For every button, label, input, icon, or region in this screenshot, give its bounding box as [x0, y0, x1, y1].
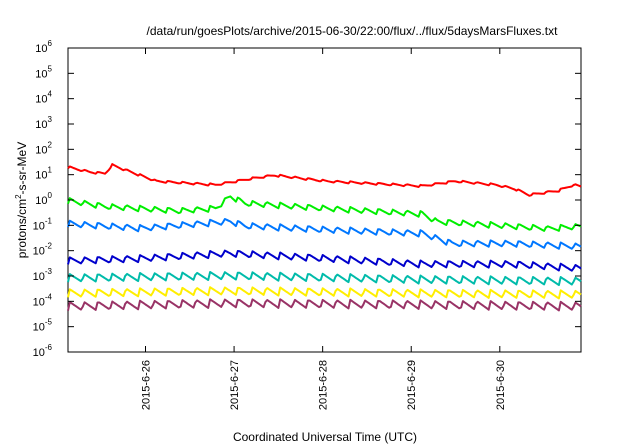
y-tick-label-exponent: -5 [45, 318, 53, 327]
x-axis-label: Coordinated Universal Time (UTC) [233, 430, 417, 444]
y-tick-label-base: 10 [35, 195, 47, 207]
x-tick-label: 2015-6-30 [495, 360, 507, 410]
y-tick-label: 105 [35, 64, 52, 80]
y-tick-label: 101 [35, 166, 52, 182]
y-tick-label: 106 [35, 39, 52, 55]
x-axis: 2015-6-26 2015-6-27 2015-6-28 2015-6-29 2015… [141, 48, 507, 410]
y-tick-label: 103 [35, 115, 52, 131]
series-line [67, 286, 582, 300]
series-line [67, 249, 582, 272]
y-tick-label-base: 10 [33, 271, 45, 283]
y-tick-label-base: 10 [33, 347, 45, 359]
y-axis-label: protons/cm2-s-sr-MeV [14, 142, 29, 258]
y-tick-label: 10-1 [33, 216, 53, 232]
y-tick-label-exponent: 1 [48, 166, 53, 175]
y-tick-label-exponent: 0 [48, 191, 53, 200]
series-line [67, 218, 582, 250]
y-tick-label-base: 10 [35, 119, 47, 131]
y-tick-label-base: 10 [35, 43, 47, 55]
y-axis-label-sup: 2 [14, 194, 23, 199]
x-tick-label: 2015-6-29 [406, 360, 418, 410]
x-tick-label: 2015-6-28 [318, 360, 330, 410]
series-line [67, 271, 582, 287]
y-tick-label-base: 10 [33, 322, 45, 334]
series-line [67, 195, 582, 232]
y-tick-label-base: 10 [35, 144, 47, 156]
y-tick-label-exponent: 5 [48, 64, 53, 73]
y-tick-label-exponent: 3 [48, 115, 53, 124]
series-line [67, 298, 582, 312]
series-line [67, 163, 582, 197]
y-axis: 10-610-510-410-310-210-11001011021031041… [33, 39, 581, 359]
x-tick-label: 2015-6-27 [229, 360, 241, 410]
y-tick-label: 10-5 [33, 318, 53, 334]
y-tick-label: 10-6 [33, 343, 53, 359]
y-tick-label-base: 10 [33, 296, 45, 308]
y-tick-label: 10-4 [33, 292, 53, 308]
chart-title: /data/run/goesPlots/archive/2015-06-30/2… [147, 24, 559, 38]
y-tick-label-base: 10 [35, 68, 47, 80]
y-tick-label-base: 10 [33, 246, 45, 258]
y-tick-label-exponent: 6 [48, 39, 53, 48]
x-tick-label: 2015-6-26 [141, 360, 153, 410]
y-tick-label: 104 [35, 90, 52, 106]
series-layer [67, 163, 582, 312]
y-tick-label: 10-3 [33, 267, 53, 283]
y-tick-label-exponent: -4 [45, 292, 53, 301]
y-tick-label: 100 [35, 191, 52, 207]
y-tick-label-exponent: 4 [48, 90, 53, 99]
y-tick-label: 10-2 [33, 242, 53, 258]
y-tick-label-exponent: -1 [45, 216, 53, 225]
y-tick-label-exponent: 2 [48, 140, 53, 149]
y-tick-label-exponent: -3 [45, 267, 53, 276]
y-axis-label-post: -s-sr-MeV [15, 142, 29, 195]
y-tick-label: 102 [35, 140, 52, 156]
y-tick-label-base: 10 [35, 94, 47, 106]
y-tick-label-base: 10 [35, 170, 47, 182]
y-tick-label-base: 10 [33, 220, 45, 232]
y-axis-label-pre: protons/cm [15, 199, 29, 258]
y-tick-label-exponent: -2 [45, 242, 53, 251]
y-tick-label-exponent: -6 [45, 343, 53, 352]
